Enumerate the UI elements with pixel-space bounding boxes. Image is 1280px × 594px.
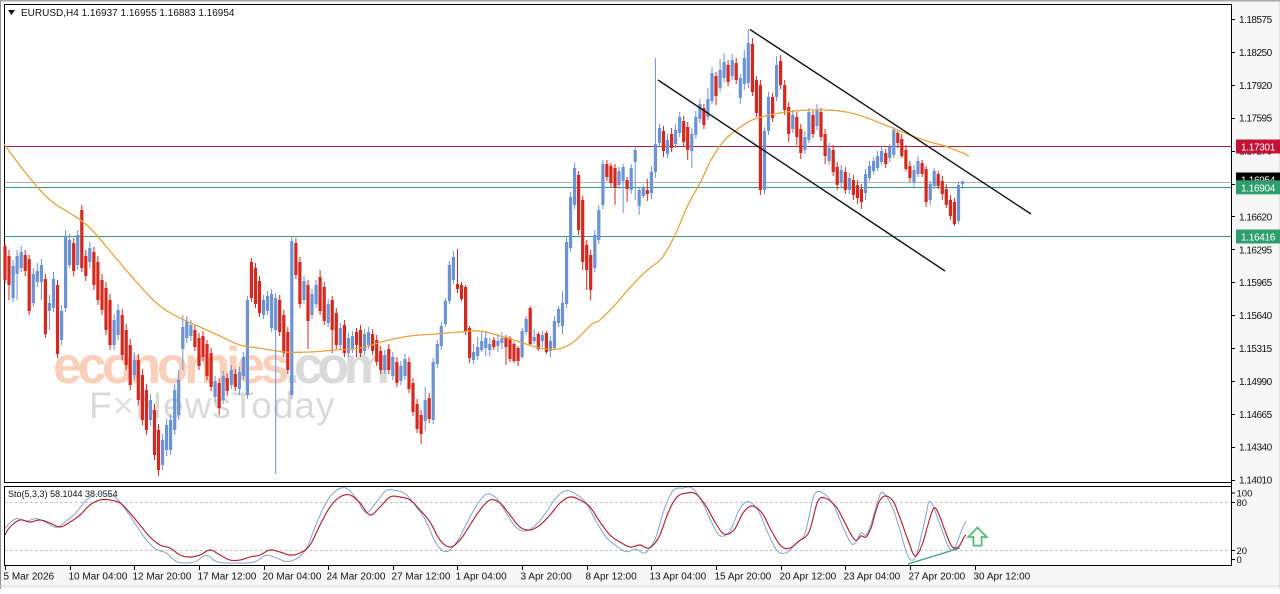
svg-text:Sto(5,3,3) 58.1044 38.0554: Sto(5,3,3) 58.1044 38.0554 [8,489,118,499]
svg-text:1.14340: 1.14340 [1239,443,1273,454]
svg-text:F×NewsToday: F×NewsToday [89,385,335,426]
svg-text:5 Mar 2026: 5 Mar 2026 [4,572,55,583]
svg-text:23 Apr 04:00: 23 Apr 04:00 [844,572,901,583]
svg-text:1.16620: 1.16620 [1239,212,1273,223]
svg-text:20 Apr 12:00: 20 Apr 12:00 [780,572,837,583]
svg-text:80: 80 [1237,498,1248,509]
svg-text:1 Apr 04:00: 1 Apr 04:00 [456,572,508,583]
svg-text:1.15640: 1.15640 [1239,311,1273,322]
svg-text:1.16904: 1.16904 [1241,183,1276,194]
svg-text:10 Mar 04:00: 10 Mar 04:00 [69,572,128,583]
svg-text:EURUSD,H4 1.16937 1.16955 1.1: EURUSD,H4 1.16937 1.16955 1.16883 1.1695… [21,8,235,19]
svg-text:1.18575: 1.18575 [1239,15,1273,26]
svg-text:30 Apr 12:00: 30 Apr 12:00 [974,572,1031,583]
svg-text:3 Apr 20:00: 3 Apr 20:00 [521,572,573,583]
svg-text:15 Apr 20:00: 15 Apr 20:00 [715,572,772,583]
svg-text:1.16416: 1.16416 [1241,233,1276,244]
svg-text:1.18250: 1.18250 [1239,48,1273,59]
svg-text:1.17301: 1.17301 [1241,143,1276,154]
svg-text:1.14665: 1.14665 [1239,410,1273,421]
svg-text:20 Mar 04:00: 20 Mar 04:00 [263,572,322,583]
svg-text:1.14010: 1.14010 [1239,476,1273,487]
svg-text:1.17920: 1.17920 [1239,81,1273,92]
svg-text:13 Apr 04:00: 13 Apr 04:00 [650,572,707,583]
svg-text:17 Mar 12:00: 17 Mar 12:00 [198,572,257,583]
svg-text:1.15965: 1.15965 [1239,278,1273,289]
svg-text:1.16295: 1.16295 [1239,245,1273,256]
svg-text:1.14990: 1.14990 [1239,377,1273,388]
svg-text:12 Mar 20:00: 12 Mar 20:00 [133,572,192,583]
svg-text:27 Apr 20:00: 27 Apr 20:00 [909,572,966,583]
svg-text:1.15315: 1.15315 [1239,344,1273,355]
svg-text:100: 100 [1237,489,1253,500]
svg-text:0: 0 [1237,555,1242,566]
svg-text:24 Mar 20:00: 24 Mar 20:00 [327,572,386,583]
svg-text:8 Apr 12:00: 8 Apr 12:00 [586,572,638,583]
svg-text:1.17595: 1.17595 [1239,114,1273,125]
svg-text:20: 20 [1237,546,1248,557]
svg-text:27 Mar 12:00: 27 Mar 12:00 [392,572,451,583]
